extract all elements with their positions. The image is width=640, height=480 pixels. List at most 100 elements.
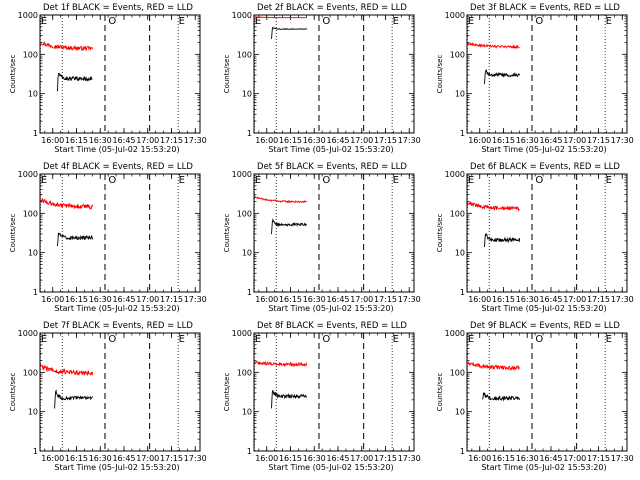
x-axis-label: Start Time (05-Jul-02 15:53:20) [481,145,606,154]
plot-frame [253,173,415,293]
marker-label: E [606,175,612,186]
x-tick-label: 17:15 [374,136,397,145]
series-events-line [271,26,307,39]
series-lld-line [466,200,520,212]
y-tick-label: 100 [237,50,252,59]
panel-title: Det 6f BLACK = Events, RED = LLD [470,162,620,172]
x-tick-label: 17:00 [563,454,586,463]
marker-label: E [606,16,612,27]
y-tick-label: 1000 [232,170,252,179]
series-events-line [271,389,308,409]
panel-det-5: Det 5f BLACK = Events, RED = LLD 1 10 100 10… [223,162,421,313]
marker-label: E [255,16,261,27]
x-tick-label: 16:30 [516,295,539,304]
x-tick-label: 17:15 [160,136,183,145]
marker-label: E [179,16,185,27]
y-tick-label: 100 [23,209,38,218]
x-tick-label: 17:15 [160,454,183,463]
marker-label: E [393,334,399,345]
x-tick-label: 17:00 [350,136,373,145]
series-events-line [57,232,94,247]
marker-label: O [535,334,543,345]
panel-title: Det 2f BLACK = Events, RED = LLD [257,3,407,13]
panel-title: Det 8f BLACK = Events, RED = LLD [257,321,407,331]
x-tick-label: 17:30 [611,295,634,304]
x-tick-label: 16:30 [89,295,112,304]
x-axis-label: Start Time (05-Jul-02 15:53:20) [268,463,393,472]
y-tick-label: 100 [23,368,38,377]
marker-label: O [535,16,543,27]
y-tick-label: 100 [450,209,465,218]
x-axis-label: Start Time (05-Jul-02 15:53:20) [54,304,179,313]
y-tick-label: 10 [455,249,465,258]
x-tick-label: 16:30 [303,454,326,463]
y-tick-label: 1 [247,129,252,138]
series-lld-line [467,41,520,50]
x-tick-label: 16:00 [255,295,278,304]
series-events-line [482,392,521,402]
series-lld-line [40,40,94,52]
x-tick-label: 17:15 [160,295,183,304]
panel-title: Det 3f BLACK = Events, RED = LLD [470,3,620,13]
panel-title: Det 1f BLACK = Events, RED = LLD [43,3,193,13]
x-tick-label: 17:00 [563,295,586,304]
marker-label: E [255,334,261,345]
x-tick-label: 17:15 [374,295,397,304]
x-tick-label: 16:15 [279,295,302,304]
y-axis-label: Counts/sec [9,373,17,412]
y-tick-label: 1000 [445,329,465,338]
marker-label: O [535,175,543,186]
plot-frame [39,332,201,452]
marker-label: E [41,334,47,345]
panel-det-6: Det 6f BLACK = Events, RED = LLD 1 10 100 10… [436,162,634,313]
marker-label: E [179,334,185,345]
x-tick-label: 16:15 [279,454,302,463]
y-tick-label: 10 [242,408,252,417]
y-tick-label: 1000 [232,11,252,20]
x-tick-label: 17:00 [136,454,159,463]
y-tick-label: 100 [450,50,465,59]
marker-label: O [108,334,116,345]
x-tick-label: 16:00 [468,295,491,304]
y-tick-label: 10 [455,90,465,99]
plot-frame [39,173,201,293]
x-tick-label: 16:00 [41,454,64,463]
y-tick-label: 1 [460,447,465,456]
y-tick-label: 1 [33,288,38,297]
x-tick-label: 17:00 [350,454,373,463]
x-tick-label: 16:45 [326,454,349,463]
x-tick-label: 17:00 [136,295,159,304]
y-axis-label: Counts/sec [223,214,231,253]
y-tick-label: 1000 [18,170,38,179]
series-lld-line [254,195,307,204]
x-tick-label: 17:30 [398,136,421,145]
series-lld-line [39,363,94,376]
x-tick-label: 16:30 [89,136,112,145]
series-lld-line [40,198,94,210]
marker-label: E [468,175,474,186]
y-axis-label: Counts/sec [436,214,444,253]
y-tick-label: 1 [33,129,38,138]
panel-det-7: Det 7f BLACK = Events, RED = LLD 1 10 100 10… [9,321,207,472]
x-tick-label: 16:45 [112,295,135,304]
x-tick-label: 16:15 [65,454,88,463]
panel-title: Det 9f BLACK = Events, RED = LLD [470,321,620,331]
x-axis-label: Start Time (05-Jul-02 15:53:20) [481,463,606,472]
series-events-line [54,389,93,409]
x-tick-label: 17:30 [398,454,421,463]
y-tick-label: 100 [237,368,252,377]
panel-det-8: Det 8f BLACK = Events, RED = LLD 1 10 100 10… [223,321,421,472]
panel-title: Det 5f BLACK = Events, RED = LLD [257,162,407,172]
plot-frame [253,14,415,134]
y-tick-label: 10 [28,408,38,417]
panel-det-9: Det 9f BLACK = Events, RED = LLD 1 10 100 10… [436,321,634,472]
marker-label: O [322,175,330,186]
y-tick-label: 100 [23,50,38,59]
series-lld-line [467,361,520,372]
y-axis-label: Counts/sec [436,373,444,412]
x-tick-label: 17:15 [587,295,610,304]
x-tick-label: 16:15 [492,136,515,145]
x-tick-label: 17:30 [184,136,207,145]
series-events-line [484,233,521,248]
